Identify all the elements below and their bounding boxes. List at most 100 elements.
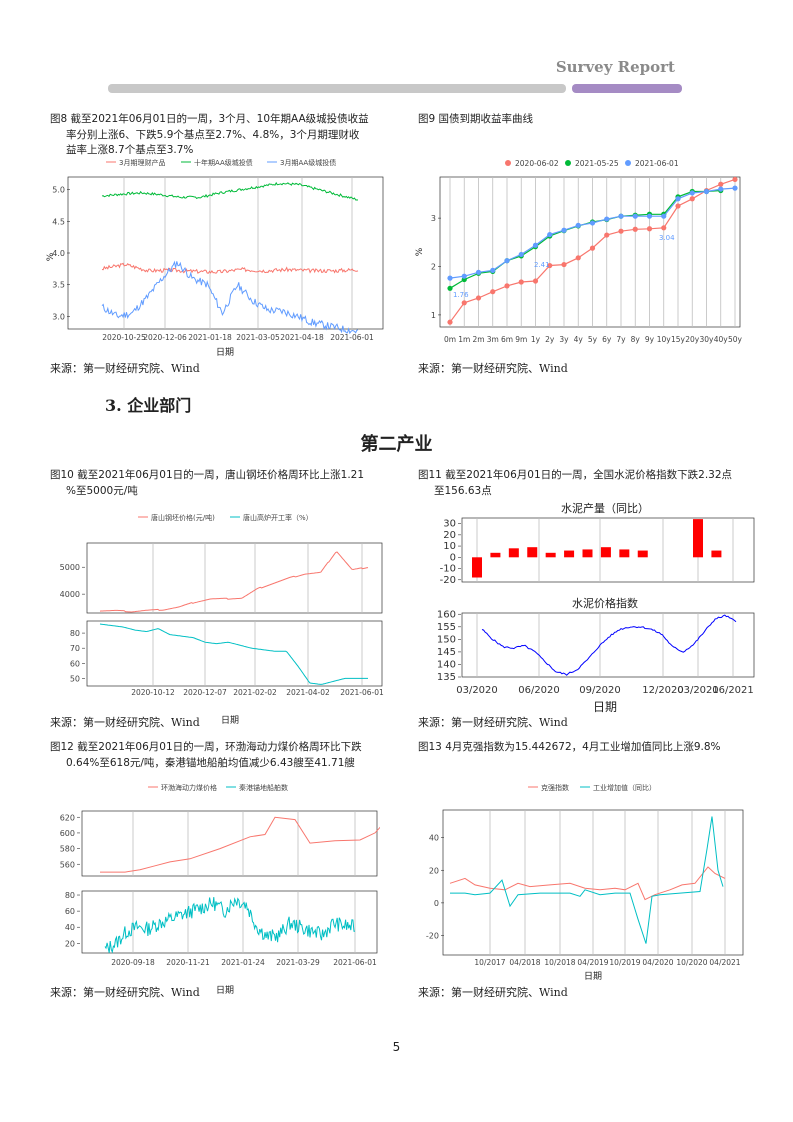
- fig9-point: [518, 251, 524, 258]
- fig11-xtick: 03/2021: [677, 685, 719, 696]
- fig11-series-line: [481, 614, 737, 676]
- fig11-ytick: 145: [437, 647, 456, 658]
- fig13-xtick: 04/2021: [709, 958, 740, 967]
- fig10-ytick: 80: [70, 629, 80, 638]
- fig8-xtick: 2021-04-18: [280, 333, 324, 342]
- fig13-xtick: 10/2017: [474, 958, 505, 967]
- fig9-xtick: 9m: [515, 335, 527, 344]
- fig8-series-line: [101, 262, 359, 274]
- fig9-point: [504, 258, 510, 264]
- fig11-top-frame: [461, 517, 755, 583]
- fig12-top-frame: [81, 810, 378, 877]
- fig9-xtick: 6y: [602, 335, 612, 344]
- fig12-xlabel: 日期: [216, 985, 234, 996]
- fig11-ytick: 30: [443, 519, 456, 530]
- fig11-bar: [619, 549, 630, 558]
- fig9-point: [604, 216, 610, 222]
- fig9-point: [461, 300, 467, 306]
- fig13-legend-label: 克强指数: [541, 783, 569, 792]
- fig9-chart: 2020-06-02 2021-05-25 2021-06-01 123 0m 1…: [415, 159, 743, 344]
- fig9-xtick: 20y: [685, 335, 700, 344]
- fig9-point: [504, 283, 510, 289]
- fig8-xtick: 2020-12-06: [143, 333, 187, 342]
- fig10-xtick: 2021-06-01: [340, 688, 384, 697]
- fig11-bar: [527, 547, 538, 558]
- fig13-xtick: 10/2018: [544, 958, 575, 967]
- fig10-series-line: [99, 551, 369, 613]
- fig8-caption-line: 益率上涨8.7个基点至3.7%: [66, 144, 194, 156]
- fig10-caption: 图10 截至2021年06月01日的一周，唐山钢坯价格周环比上涨1.21 %至5…: [50, 468, 390, 499]
- fig12-xtick: 2020-11-21: [166, 958, 210, 967]
- fig11-xtick: 06/2020: [518, 685, 560, 696]
- fig12-series-line: [100, 816, 380, 873]
- fig9-point: [561, 227, 567, 233]
- fig12-xtick: 2021-01-24: [221, 958, 265, 967]
- fig9-xtick: 10y: [657, 335, 672, 344]
- fig11-ytick: 160: [437, 609, 456, 620]
- fig9-xtick: 30y: [700, 335, 715, 344]
- fig12-series-line: [104, 897, 355, 954]
- fig12-xtick: 2021-06-01: [333, 958, 377, 967]
- fig9-point: [632, 226, 638, 232]
- fig11-bar: [545, 552, 556, 558]
- fig9-xtick: 15y: [671, 335, 686, 344]
- fig8-ytick: 4.0: [52, 249, 65, 258]
- fig8-caption-line: 率分别上涨6、下跌5.9个基点至2.7%、4.8%，3个月期理财收: [66, 128, 360, 141]
- fig11-xtick: 03/2020: [456, 685, 498, 696]
- fig9-point: [589, 245, 596, 251]
- fig12-xtick: 2020-09-18: [111, 958, 155, 967]
- fig10-caption-line: %至5000元/吨: [66, 484, 138, 497]
- fig12-ytick: 620: [60, 813, 75, 822]
- fig9-point: [618, 213, 624, 219]
- fig11-bar: [582, 549, 593, 558]
- fig13-xtick: 10/2019: [609, 958, 640, 967]
- fig9-point: [618, 228, 624, 234]
- fig8-legend-label: 3月期AA级城投债: [280, 158, 336, 167]
- fig9-point: [575, 255, 581, 261]
- fig11-bottom-frame: [461, 612, 755, 678]
- fig9-point: [646, 213, 653, 219]
- fig9-point: [661, 213, 667, 219]
- fig10-legend-label: 唐山高炉开工率（%）: [243, 513, 313, 522]
- fig13-source: 来源：第一财经研究院、Wind: [418, 986, 568, 999]
- fig9-point: [718, 186, 724, 192]
- fig9-point: [689, 196, 695, 202]
- fig9-point: [447, 275, 453, 281]
- fig9-point: [475, 295, 482, 301]
- fig9-point: [490, 289, 496, 295]
- fig12-ytick: 40: [65, 923, 75, 932]
- fig9-point: [547, 231, 553, 238]
- fig8-xtick: 2021-03-05: [236, 333, 280, 342]
- fig12-legend-label: 秦港锚地船舶数: [239, 783, 288, 792]
- fig9-point: [532, 242, 539, 248]
- fig13-series-line: [450, 816, 724, 944]
- fig9-xtick: 7y: [616, 335, 626, 344]
- fig11-xlabel: 日期: [593, 700, 617, 714]
- fig12-caption-line: 图12 截至2021年06月01日的一周，环渤海动力煤价格周环比下跌: [50, 741, 362, 753]
- fig12-ytick: 20: [65, 939, 75, 948]
- fig9-legend-label: 2021-06-01: [635, 159, 679, 168]
- fig12-legend-label: 环渤海动力煤价格: [161, 783, 217, 792]
- fig9-point: [632, 213, 638, 219]
- fig11-bar: [711, 550, 722, 558]
- fig10-xtick: 2021-02-02: [233, 688, 277, 697]
- fig13-ytick: 20: [429, 866, 439, 875]
- report-header-title: Survey Report: [555, 58, 675, 76]
- fig11-caption: 图11 截至2021年06月01日的一周，全国水泥价格指数下跌2.32点 至15…: [418, 468, 758, 499]
- fig12-xtick: 2021-03-29: [276, 958, 320, 967]
- fig8-caption: 图8 截至2021年06月01日的一周，3个月、10年期AA级城投债收益 率分别…: [50, 112, 390, 159]
- fig9-xtick: 3y: [559, 335, 569, 344]
- fig10-xtick: 2020-10-12: [131, 688, 175, 697]
- fig9-point: [518, 279, 524, 285]
- fig9-xtick: 2y: [545, 335, 555, 344]
- fig11-ytick: 10: [443, 541, 456, 552]
- fig8-xlabel: 日期: [216, 347, 234, 358]
- fig8-legend: 3月期理财产品 十年期AA级城投债 3月期AA级城投债: [106, 158, 336, 167]
- fig11-top-title: 水泥产量（同比）: [561, 501, 649, 515]
- fig11-bar: [508, 548, 519, 558]
- fig11-caption-line: 至156.63点: [434, 484, 492, 497]
- fig13-legend: 克强指数 工业增加值（同比）: [528, 783, 656, 792]
- fig9-point: [703, 188, 710, 195]
- fig9-point: [675, 203, 681, 209]
